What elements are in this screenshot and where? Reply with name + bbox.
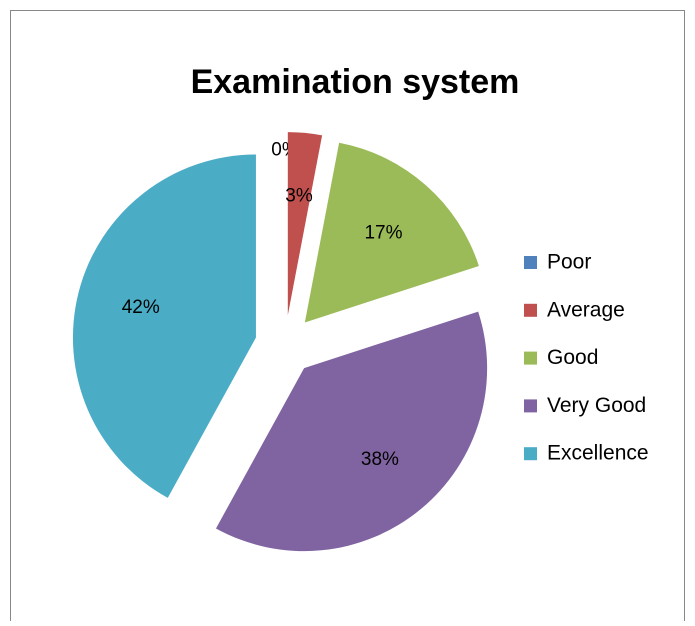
legend-label: Very Good bbox=[547, 394, 646, 417]
pie-slice bbox=[215, 311, 488, 552]
data-label: 42% bbox=[122, 297, 160, 318]
legend-label: Poor bbox=[547, 251, 591, 274]
data-label: 3% bbox=[285, 186, 313, 207]
data-label: 38% bbox=[361, 449, 399, 470]
legend-swatch bbox=[524, 447, 537, 461]
legend-swatch bbox=[524, 399, 537, 413]
pie-slice bbox=[72, 154, 256, 498]
legend-swatch bbox=[524, 256, 537, 269]
pie-slice bbox=[304, 142, 479, 323]
data-label: 17% bbox=[364, 222, 402, 243]
legend-label: Excellence bbox=[547, 442, 649, 465]
chart-title: Examination system bbox=[191, 63, 520, 101]
legend-label: Good bbox=[547, 346, 598, 369]
pie-slice bbox=[287, 132, 323, 316]
legend-swatch bbox=[524, 351, 537, 365]
legend-swatch bbox=[524, 303, 537, 317]
legend-label: Average bbox=[547, 298, 625, 321]
